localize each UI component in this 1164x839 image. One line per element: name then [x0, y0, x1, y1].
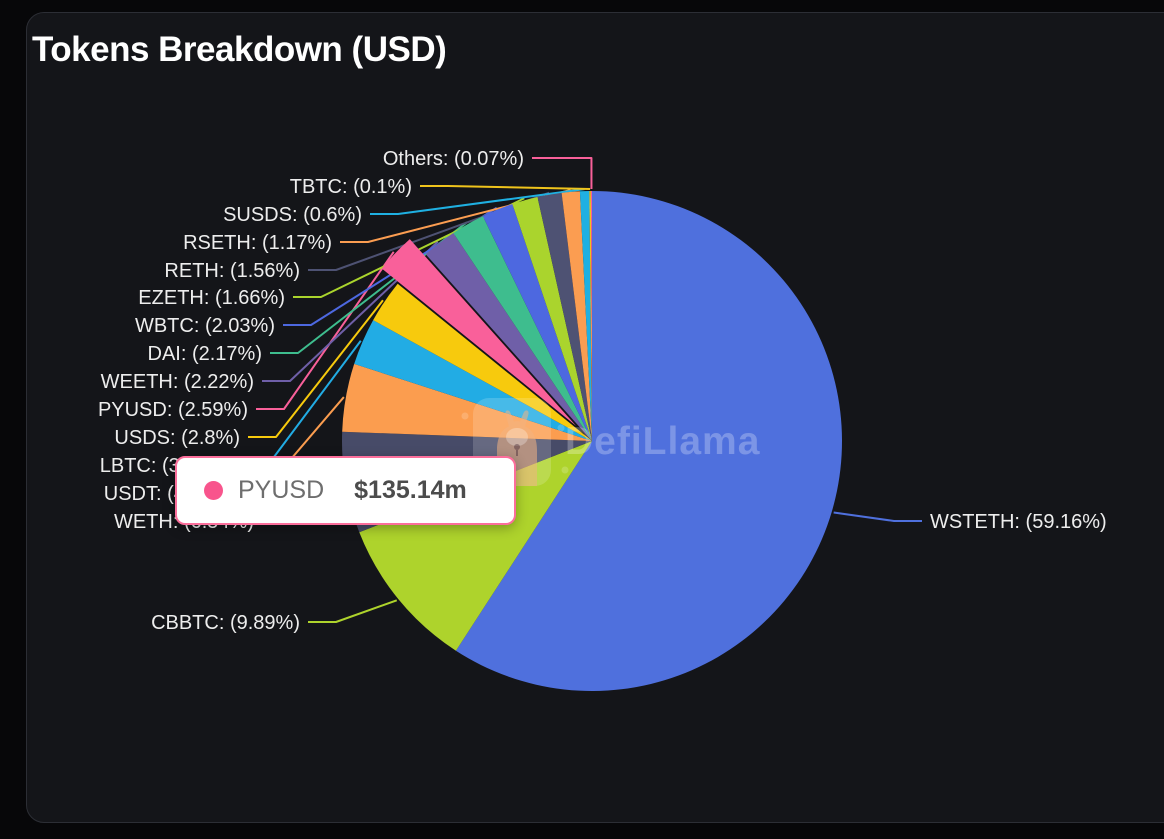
leader-line-pyusd: [256, 251, 395, 410]
slice-label-others[interactable]: Others: (0.07%): [383, 148, 524, 170]
leader-line-weeth: [262, 240, 439, 382]
pie-slice-tbtc[interactable]: [589, 191, 592, 441]
slice-label-usds[interactable]: USDS: (2.8%): [114, 427, 240, 449]
pie-slice-susds[interactable]: [579, 191, 592, 441]
slice-label-ezeth[interactable]: EZETH: (1.66%): [138, 287, 285, 309]
tooltip-token-value: $135.14m: [354, 476, 467, 504]
leader-line-wsteth: [833, 511, 922, 522]
leader-line-usds: [248, 299, 384, 438]
tooltip-series-marker-icon: [204, 481, 223, 500]
slice-label-reth[interactable]: RETH: (1.56%): [164, 260, 300, 282]
pie-slice-ezeth[interactable]: [512, 197, 592, 441]
pie-slice-usds[interactable]: [373, 283, 592, 441]
chart-title: Tokens Breakdown (USD): [32, 30, 447, 69]
slice-label-wbtc[interactable]: WBTC: (2.03%): [135, 315, 275, 337]
pie-slice-pyusd[interactable]: [381, 239, 577, 426]
slice-label-dai[interactable]: DAI: (2.17%): [148, 343, 262, 365]
leader-line-reth: [308, 191, 550, 271]
slice-label-cbbtc[interactable]: CBBTC: (9.89%): [151, 612, 300, 634]
slice-label-weeth[interactable]: WEETH: (2.22%): [101, 371, 254, 393]
pie-slice-dai[interactable]: [453, 216, 592, 441]
leader-line-others: [532, 157, 593, 190]
leader-line-susds: [370, 188, 585, 215]
chart-tooltip: PYUSD $135.14m: [175, 456, 516, 525]
pie-slice-wsteth[interactable]: [455, 191, 842, 691]
tooltip-token-name: PYUSD: [238, 476, 325, 504]
leader-line-tbtc: [420, 185, 591, 191]
pie-slice-reth[interactable]: [537, 192, 592, 441]
pie-slice-cbbtc[interactable]: [359, 441, 592, 651]
slice-labels: WSTETH: (59.16%)CBBTC: (9.89%)WETH: (6.5…: [98, 148, 1107, 634]
pie-slice-others[interactable]: [590, 191, 592, 441]
slice-label-tbtc[interactable]: TBTC: (0.1%): [290, 176, 412, 198]
leader-line-rseth: [340, 188, 571, 243]
pie-slice-weeth[interactable]: [425, 233, 592, 441]
slice-label-rseth[interactable]: RSETH: (1.17%): [183, 232, 332, 254]
pie-slice-rseth[interactable]: [561, 191, 592, 441]
slice-label-wsteth[interactable]: WSTETH: (59.16%): [930, 511, 1107, 533]
slice-label-pyusd[interactable]: PYUSD: (2.59%): [98, 399, 248, 421]
leader-line-cbbtc: [308, 599, 398, 623]
slice-label-susds[interactable]: SUSDS: (0.6%): [223, 204, 362, 226]
pie-slices: [342, 191, 842, 691]
pie-slice-wbtc[interactable]: [482, 204, 592, 441]
